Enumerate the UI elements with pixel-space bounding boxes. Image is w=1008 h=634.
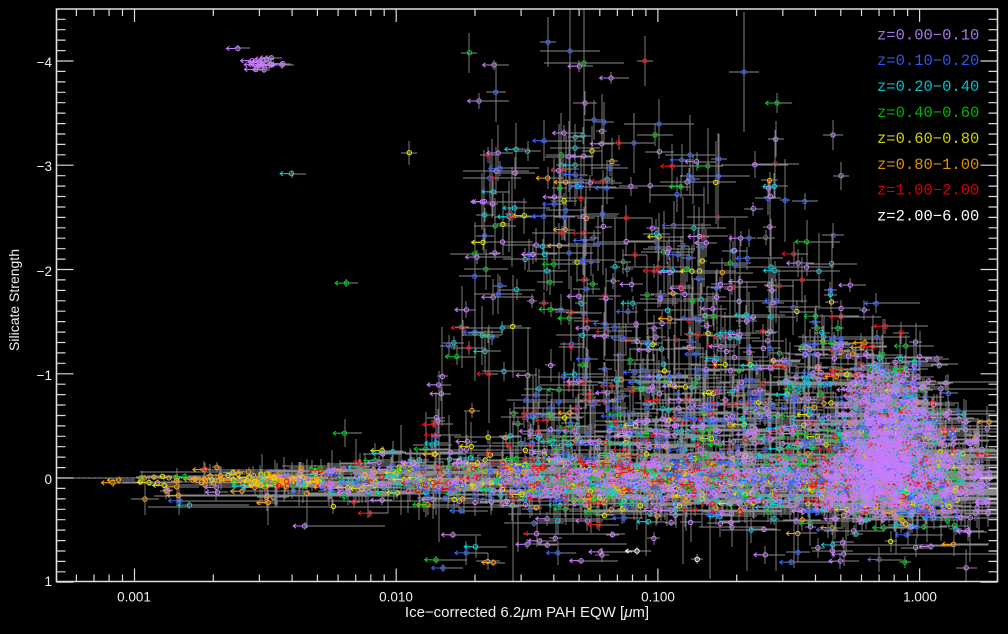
svg-text:0: 0 — [44, 472, 52, 487]
svg-text:−2: −2 — [37, 264, 52, 279]
svg-text:−1: −1 — [37, 368, 52, 383]
svg-text:1: 1 — [44, 574, 52, 589]
svg-text:Silicate Strength: Silicate Strength — [6, 249, 22, 351]
svg-text:z=0.80−1.00: z=0.80−1.00 — [877, 156, 979, 174]
svg-text:z=2.00−6.00: z=2.00−6.00 — [877, 208, 979, 226]
svg-text:0.001: 0.001 — [117, 590, 151, 605]
svg-text:z=0.40−0.60: z=0.40−0.60 — [877, 104, 979, 122]
svg-text:z=1.00−2.00: z=1.00−2.00 — [877, 182, 979, 200]
svg-text:z=0.60−0.80: z=0.60−0.80 — [877, 130, 979, 148]
svg-text:1.000: 1.000 — [903, 590, 937, 605]
svg-text:−4: −4 — [37, 55, 53, 70]
svg-text:z=0.00−0.10: z=0.00−0.10 — [877, 26, 979, 44]
svg-text:z=0.10−0.20: z=0.10−0.20 — [877, 52, 979, 70]
svg-text:0.010: 0.010 — [379, 590, 413, 605]
svg-text:0.100: 0.100 — [641, 590, 675, 605]
svg-text:z=0.20−0.40: z=0.20−0.40 — [877, 78, 979, 96]
svg-text:Ice−corrected 6.2μm PAH EQW [μ: Ice−corrected 6.2μm PAH EQW [μm] — [405, 604, 649, 621]
svg-text:−3: −3 — [37, 159, 52, 174]
